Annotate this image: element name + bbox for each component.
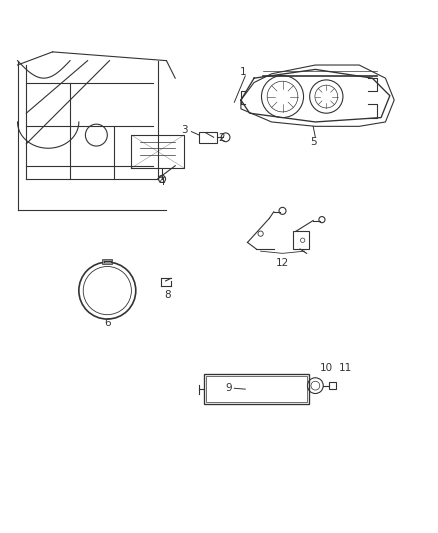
Bar <box>199 132 217 142</box>
Bar <box>206 376 307 402</box>
Bar <box>329 382 336 389</box>
Text: 6: 6 <box>104 318 111 328</box>
Text: 11: 11 <box>339 363 352 373</box>
Bar <box>293 231 309 249</box>
Text: 3: 3 <box>181 125 188 135</box>
Text: 5: 5 <box>310 137 317 147</box>
Bar <box>204 374 309 405</box>
Text: 10: 10 <box>320 363 333 373</box>
Text: 9: 9 <box>225 383 232 393</box>
Bar <box>102 259 112 264</box>
Text: 2: 2 <box>218 133 225 143</box>
Text: 1: 1 <box>240 67 247 77</box>
Text: 12: 12 <box>276 258 289 268</box>
Text: 4: 4 <box>159 177 166 188</box>
Text: 8: 8 <box>164 290 171 300</box>
